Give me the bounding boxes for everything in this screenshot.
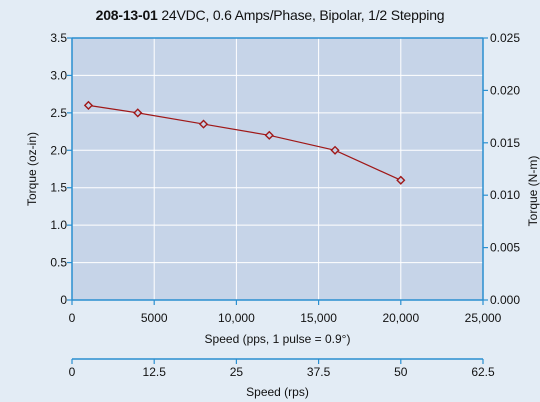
- labels: 0 0.5 1.0 1.5 2.0 2.5 3.0 3.5 0.000 0.005 0.010 0.0…: [25, 31, 540, 399]
- x-axis-title: Speed (pps, 1 pulse = 0.9°): [205, 332, 351, 346]
- x2-tick-label: 50: [394, 365, 408, 379]
- x2-tick-label: 25: [230, 365, 244, 379]
- series-line: [88, 104, 402, 181]
- x2-axis-title: Speed (rps): [246, 385, 309, 399]
- y2-tick-label: 0.005: [490, 241, 520, 255]
- y-tick-label: 1.5: [50, 181, 67, 195]
- y-axis-title: Torque (oz-in): [25, 132, 39, 206]
- x2-tick-label: 37.5: [307, 365, 331, 379]
- x-tick-label: 5000: [141, 311, 168, 325]
- data-point-marker: [264, 130, 274, 140]
- data-point-marker: [330, 145, 340, 155]
- y2-tick-label: 0.020: [490, 83, 520, 97]
- x-tick-label: 10,000: [218, 311, 255, 325]
- chart-title-spec: 24VDC, 0.6 Amps/Phase, Bipolar, 1/2 Step…: [157, 7, 445, 23]
- y2-tick-label: 0.025: [490, 31, 520, 45]
- y-tick-label: 1.0: [50, 218, 67, 232]
- data-point-marker: [133, 108, 143, 118]
- x-tick-label: 25,000: [465, 311, 502, 325]
- plot-area: [72, 38, 483, 300]
- y2-tick-label: 0.000: [490, 293, 520, 307]
- x2-tick-label: 0: [69, 365, 76, 379]
- series: [83, 100, 406, 185]
- plot-background: [72, 38, 483, 300]
- chart-title-model: 208-13-01: [95, 7, 158, 23]
- chart-title: 208-13-01 24VDC, 0.6 Amps/Phase, Bipolar…: [0, 7, 540, 23]
- y-tick-label: 0.5: [50, 256, 67, 270]
- x2-tick-label: 12.5: [143, 365, 167, 379]
- x-tick-label: 20,000: [382, 311, 419, 325]
- data-point-marker: [83, 100, 94, 110]
- x2-tick-label: 62.5: [471, 365, 495, 379]
- y-tick-label: 0: [60, 293, 67, 307]
- y-tick-label: 3.5: [50, 31, 67, 45]
- data-point-marker: [396, 175, 406, 185]
- y-tick-label: 2.5: [50, 106, 67, 120]
- y-tick-label: 3.0: [50, 68, 67, 82]
- x-tick-label: 0: [69, 311, 76, 325]
- y2-tick-label: 0.010: [490, 188, 520, 202]
- y2-axis-title: Torque (N-m): [526, 156, 540, 227]
- y-tick-label: 2.0: [50, 143, 67, 157]
- data-point-marker: [198, 119, 209, 129]
- axes: [67, 37, 488, 364]
- y2-tick-label: 0.015: [490, 136, 520, 150]
- x-tick-label: 15,000: [300, 311, 337, 325]
